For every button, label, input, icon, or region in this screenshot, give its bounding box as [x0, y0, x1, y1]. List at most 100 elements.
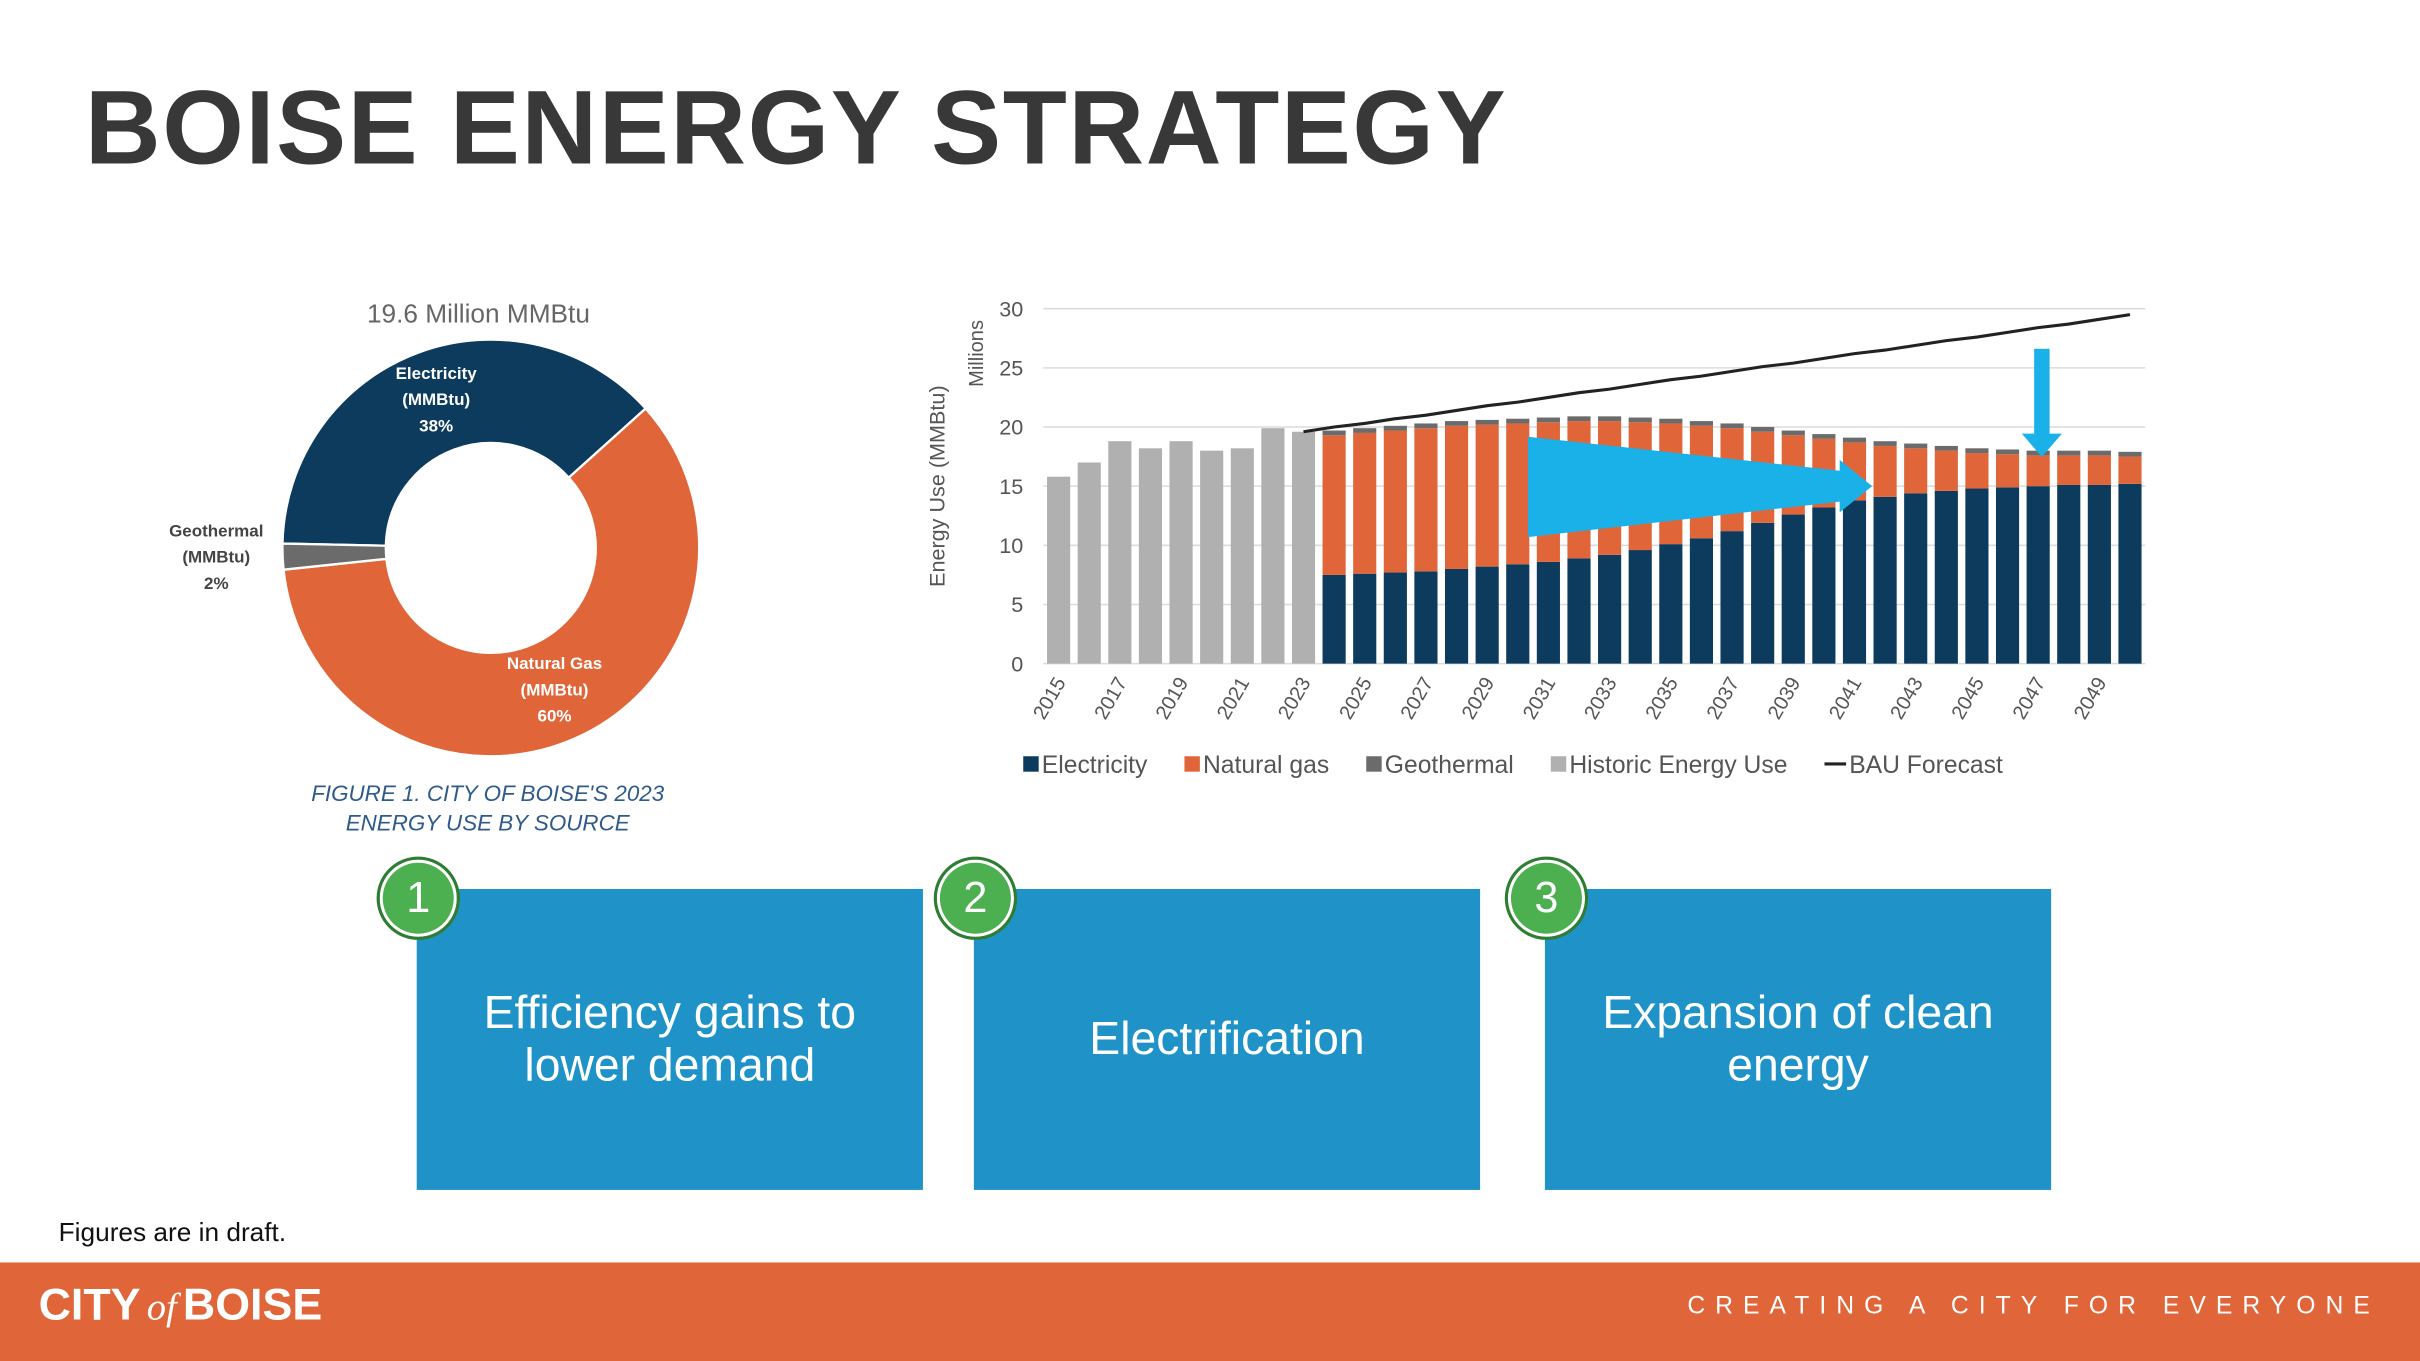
strategy-box: Expansion of clean energy — [1544, 888, 2052, 1190]
bar-segment — [1781, 430, 1805, 436]
legend-swatch — [1550, 756, 1567, 772]
bar-segment — [1322, 430, 1346, 436]
decor-arrow — [1527, 436, 1873, 538]
x-tick-label: 2041 — [1825, 674, 1866, 724]
bar-segment — [1995, 487, 2020, 664]
bar-segment — [1965, 488, 1989, 664]
bar-segment — [1322, 574, 1346, 664]
bar-segment — [1414, 428, 1438, 572]
bar-segment — [2026, 455, 2050, 487]
bar-segment — [1322, 435, 1346, 575]
tagline: CREATING A CITY FOR EVERYONE — [1687, 1293, 2380, 1320]
bar-segment — [2057, 484, 2081, 664]
slice-name: Electricity (MMBtu) — [395, 364, 477, 410]
slice-label: Geothermal (MMBtu) 2% — [155, 520, 278, 599]
logo-word: BOISE — [182, 1280, 323, 1331]
bar-segment — [1965, 453, 1989, 489]
bar-segment — [1444, 421, 1469, 426]
bar-segment — [2057, 450, 2081, 456]
decor-arrow — [2021, 433, 2062, 457]
bar-segment — [1536, 561, 1560, 664]
x-tick-label: 2047 — [2009, 674, 2050, 724]
x-tick-label: 2043 — [1886, 674, 1927, 724]
legend-label: Geothermal — [1385, 752, 1514, 779]
x-tick-label: 2025 — [1335, 674, 1376, 724]
bar-segment — [1812, 434, 1836, 439]
bar-segment — [1047, 476, 1071, 664]
pie-slice — [281, 542, 388, 571]
bar-segment — [1598, 416, 1622, 422]
bar-segment — [1169, 441, 1193, 664]
bar-segment — [1200, 450, 1224, 664]
footer-band — [0, 1262, 2420, 1361]
bar-segment — [2057, 455, 2081, 485]
bar-segment — [1475, 424, 1499, 567]
pie-slice — [282, 406, 701, 758]
bar-segment — [1995, 449, 2020, 455]
figure-caption: FIGURE 1. CITY OF BOISE'S 2023 ENERGY US… — [311, 782, 665, 837]
bar-segment — [1659, 418, 1683, 424]
strategy-box: Efficiency gains to lower demand — [416, 888, 923, 1190]
x-tick-label: 2037 — [1703, 674, 1744, 724]
legend-swatch — [1184, 756, 1200, 772]
strategy-box: Electrification — [973, 888, 1481, 1190]
logo-word: CITY — [38, 1280, 141, 1331]
y-tick-label: 10 — [999, 533, 1023, 558]
bar-segment — [1934, 445, 1958, 451]
strategy-number: 2 — [933, 856, 1018, 940]
bar-segment — [2026, 450, 2050, 456]
bar-segment — [1383, 430, 1407, 573]
bar-segment — [1842, 437, 1867, 443]
bar-segment — [1628, 550, 1652, 664]
slice-label: Natural Gas (MMBtu) 60% — [497, 652, 613, 731]
y-tick-label: 5 — [1011, 592, 1023, 617]
strategy-text: Efficiency gains to lower demand — [483, 986, 856, 1091]
bar-segment — [1873, 496, 1897, 664]
bar-segment — [1506, 564, 1530, 664]
legend-label: Electricity — [1042, 752, 1148, 779]
y-tick-label: 20 — [999, 415, 1023, 440]
bar-segment — [1414, 571, 1438, 664]
bar-segment — [1904, 448, 1928, 494]
slide-title: BOISE ENERGY STRATEGY — [84, 69, 1508, 187]
strategy-number: 3 — [1504, 856, 1589, 940]
bar-segment — [1414, 423, 1438, 429]
bar-segment — [2026, 486, 2050, 664]
bar-segment — [1904, 443, 1928, 449]
bar-segment — [1261, 428, 1285, 664]
y-unit-label: Millions — [966, 320, 988, 387]
bar-segment — [1812, 507, 1836, 664]
strategy-number: 1 — [376, 856, 460, 940]
bar-segment — [1567, 416, 1591, 422]
bar-segment — [1383, 425, 1407, 431]
legend-label: Natural gas — [1203, 752, 1329, 779]
bar-segment — [1598, 554, 1622, 664]
logo: CITY of BOISE — [39, 1281, 323, 1332]
bar-segment — [2087, 484, 2111, 664]
x-tick-label: 2035 — [1642, 674, 1683, 724]
x-tick-label: 2039 — [1764, 674, 1805, 724]
footnote: Figures are in draft. — [58, 1217, 287, 1248]
bar-segment — [1230, 448, 1254, 664]
line-series — [1303, 313, 2131, 434]
bar-segment — [1567, 558, 1591, 664]
bar-segment — [1444, 425, 1469, 569]
x-tick-label: 2021 — [1213, 674, 1254, 724]
bar-segment — [1475, 419, 1499, 425]
bar-segment — [1138, 448, 1163, 664]
bar-segment — [1873, 445, 1897, 497]
x-tick-label: 2031 — [1519, 674, 1560, 724]
strategy-text: Electrification — [1089, 1013, 1365, 1065]
bar-segment — [1781, 514, 1805, 664]
bar-segment — [1353, 573, 1377, 664]
slice-name: Geothermal (MMBtu) — [169, 523, 264, 568]
bar-segment — [1873, 441, 1897, 446]
x-tick-label: 2017 — [1091, 674, 1132, 724]
bar-segment — [2118, 483, 2142, 664]
pie-title: 19.6 Million MMBtu — [367, 299, 590, 329]
bar-segment — [1965, 448, 1989, 454]
bar-segment — [1934, 450, 1958, 491]
